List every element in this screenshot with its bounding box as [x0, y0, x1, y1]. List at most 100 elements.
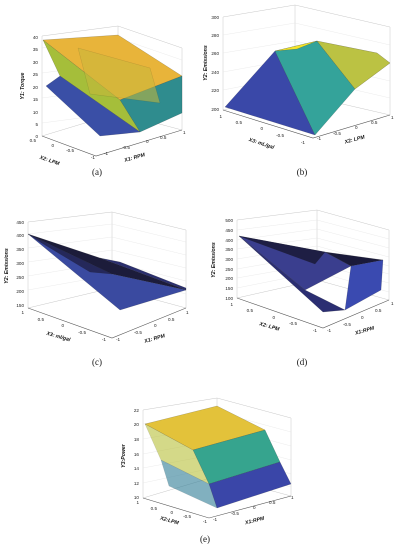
grid-lines — [222, 22, 391, 99]
z-tick: 150 — [16, 303, 24, 308]
y-tick: -0.5 — [78, 330, 86, 335]
caption-b: (b) — [296, 167, 308, 177]
surface — [238, 235, 384, 313]
x-tick: -0.5 — [122, 145, 130, 150]
x-ticks: -1 -0.5 0 0.5 1 — [327, 301, 394, 333]
surface-plot-d: 500 450 400 350 300 250 200 150 100 1 0.… — [211, 209, 394, 337]
z-tick: 350 — [225, 247, 233, 252]
z-axis-label: Y2: Emissions — [211, 242, 217, 278]
z-tick: 5 — [35, 122, 38, 127]
z-tick: 300 — [16, 261, 24, 266]
z-tick: 300 — [225, 257, 233, 262]
z-axis-label: Y3:Power — [121, 443, 127, 468]
z-ticks: 300 280 260 240 220 200 — [211, 15, 219, 112]
y-tick: -1 — [91, 155, 96, 160]
x-tick: -1 — [104, 151, 109, 156]
x-tick: 1 — [391, 301, 394, 306]
z-tick: 280 — [211, 33, 219, 38]
z-axis-label: Y2: Emissions — [203, 45, 209, 81]
x-tick: 1 — [391, 115, 394, 120]
grid-lines — [27, 223, 187, 295]
z-tick: 10 — [33, 110, 39, 115]
panel-a: 40 35 30 25 20 15 10 5 0 0.5 0 -0.5 -1 -… — [0, 18, 205, 168]
x-ticks: -1 -0.5 0 0.5 1 — [213, 495, 294, 522]
z-tick: 300 — [211, 15, 219, 20]
y-tick: 0 — [61, 323, 64, 328]
x-ticks: -1 -0.5 0 0.5 1 — [104, 130, 186, 156]
y-ticks: 1 0.5 0 -0.5 -1 — [230, 302, 317, 333]
y-axis-label: X3: ml/gal — [45, 331, 72, 344]
z-tick: 250 — [16, 275, 24, 280]
y-tick: 1 — [21, 310, 24, 315]
z-tick: 35 — [33, 47, 39, 52]
caption-a: (a) — [92, 167, 102, 177]
panel-e: 22 20 18 16 14 12 10 1 0.5 0 -0.5 -1 -1 … — [105, 388, 310, 528]
z-tick: 10 — [134, 495, 140, 500]
z-tick: 25 — [33, 72, 39, 77]
y-ticks: 1 0.5 0 -0.5 -1 — [136, 500, 207, 524]
z-tick: 22 — [134, 408, 140, 413]
x-tick: 0 — [253, 505, 256, 510]
y-axis-label: X2: LPM — [258, 321, 281, 333]
x-axis-label: X2: LPM — [343, 134, 366, 146]
z-axis-label: Y1: Torque — [20, 72, 26, 99]
x-tick: 1 — [291, 495, 294, 500]
x-axis-label: X1:RPM — [244, 516, 266, 527]
y-tick: 0.5 — [151, 506, 158, 511]
z-tick: 15 — [33, 97, 39, 102]
x-tick: 1 — [186, 310, 189, 315]
z-tick: 350 — [16, 247, 24, 252]
z-tick: 500 — [225, 218, 233, 223]
z-tick: 0 — [35, 134, 38, 139]
y-tick: 1 — [219, 114, 222, 119]
y-tick: 0 — [170, 510, 173, 515]
x-tick: 1 — [183, 130, 186, 135]
surface — [27, 233, 187, 311]
x-tick: 0.5 — [375, 308, 382, 313]
y-tick: -0.5 — [276, 133, 284, 138]
panel-c: 450 400 350 300 250 200 150 1 0.5 0 -0.5… — [0, 210, 205, 358]
z-tick: 200 — [16, 289, 24, 294]
y-axis-label: X2:LPM — [158, 515, 180, 526]
y-tick: -1 — [102, 337, 107, 342]
y-tick: 0.5 — [30, 138, 37, 143]
z-tick: 400 — [225, 238, 233, 243]
x-tick: 0 — [361, 315, 364, 320]
surface-plot-a: 40 35 30 25 20 15 10 5 0 0.5 0 -0.5 -1 -… — [20, 25, 186, 167]
z-tick: 250 — [225, 267, 233, 272]
y-tick: 0.5 — [236, 120, 243, 125]
z-tick: 240 — [211, 70, 219, 75]
z-tick: 40 — [33, 35, 39, 40]
x-tick: -1 — [116, 337, 121, 342]
z-ticks: 500 450 400 350 300 250 200 150 100 — [225, 218, 233, 301]
y-tick: -0.5 — [289, 321, 297, 326]
x-tick: -0.5 — [134, 330, 142, 335]
z-ticks: 450 400 350 300 250 200 150 — [16, 220, 24, 308]
y-ticks: 1 0.5 0 -0.5 -1 — [219, 114, 305, 145]
y-tick: 0.5 — [38, 317, 45, 322]
x-tick: -1 — [213, 517, 218, 522]
x-tick: 0.5 — [269, 500, 276, 505]
panel-b: 300 280 260 240 220 200 1 0.5 0 -0.5 -1 … — [203, 4, 409, 165]
y-tick: -1 — [203, 519, 208, 524]
x-tick: 0.5 — [371, 120, 378, 125]
z-tick: 16 — [134, 452, 140, 457]
x-tick: -1 — [327, 328, 332, 333]
surface — [42, 34, 183, 137]
y-ticks: 1 0.5 0 -0.5 -1 — [21, 310, 106, 342]
caption-e: (e) — [200, 534, 210, 544]
x-tick: 0 — [355, 125, 358, 130]
y-tick: -0.5 — [183, 514, 191, 519]
surface — [144, 405, 292, 509]
z-ticks: 22 20 18 16 14 12 10 — [134, 408, 140, 500]
y-axis-label: X3: mL/gal — [247, 137, 275, 151]
x-tick: 0.5 — [168, 317, 175, 322]
x-axis-label: X1: RPM — [143, 333, 166, 345]
y-ticks: 0.5 0 -0.5 -1 — [30, 138, 96, 160]
x-tick: 0 — [154, 323, 157, 328]
x-tick: -0.5 — [231, 511, 239, 516]
z-tick: 450 — [16, 220, 24, 225]
y-tick: 1 — [230, 302, 233, 307]
z-ticks: 40 35 30 25 20 15 10 5 0 — [33, 35, 39, 139]
y-tick: 1 — [136, 500, 139, 505]
